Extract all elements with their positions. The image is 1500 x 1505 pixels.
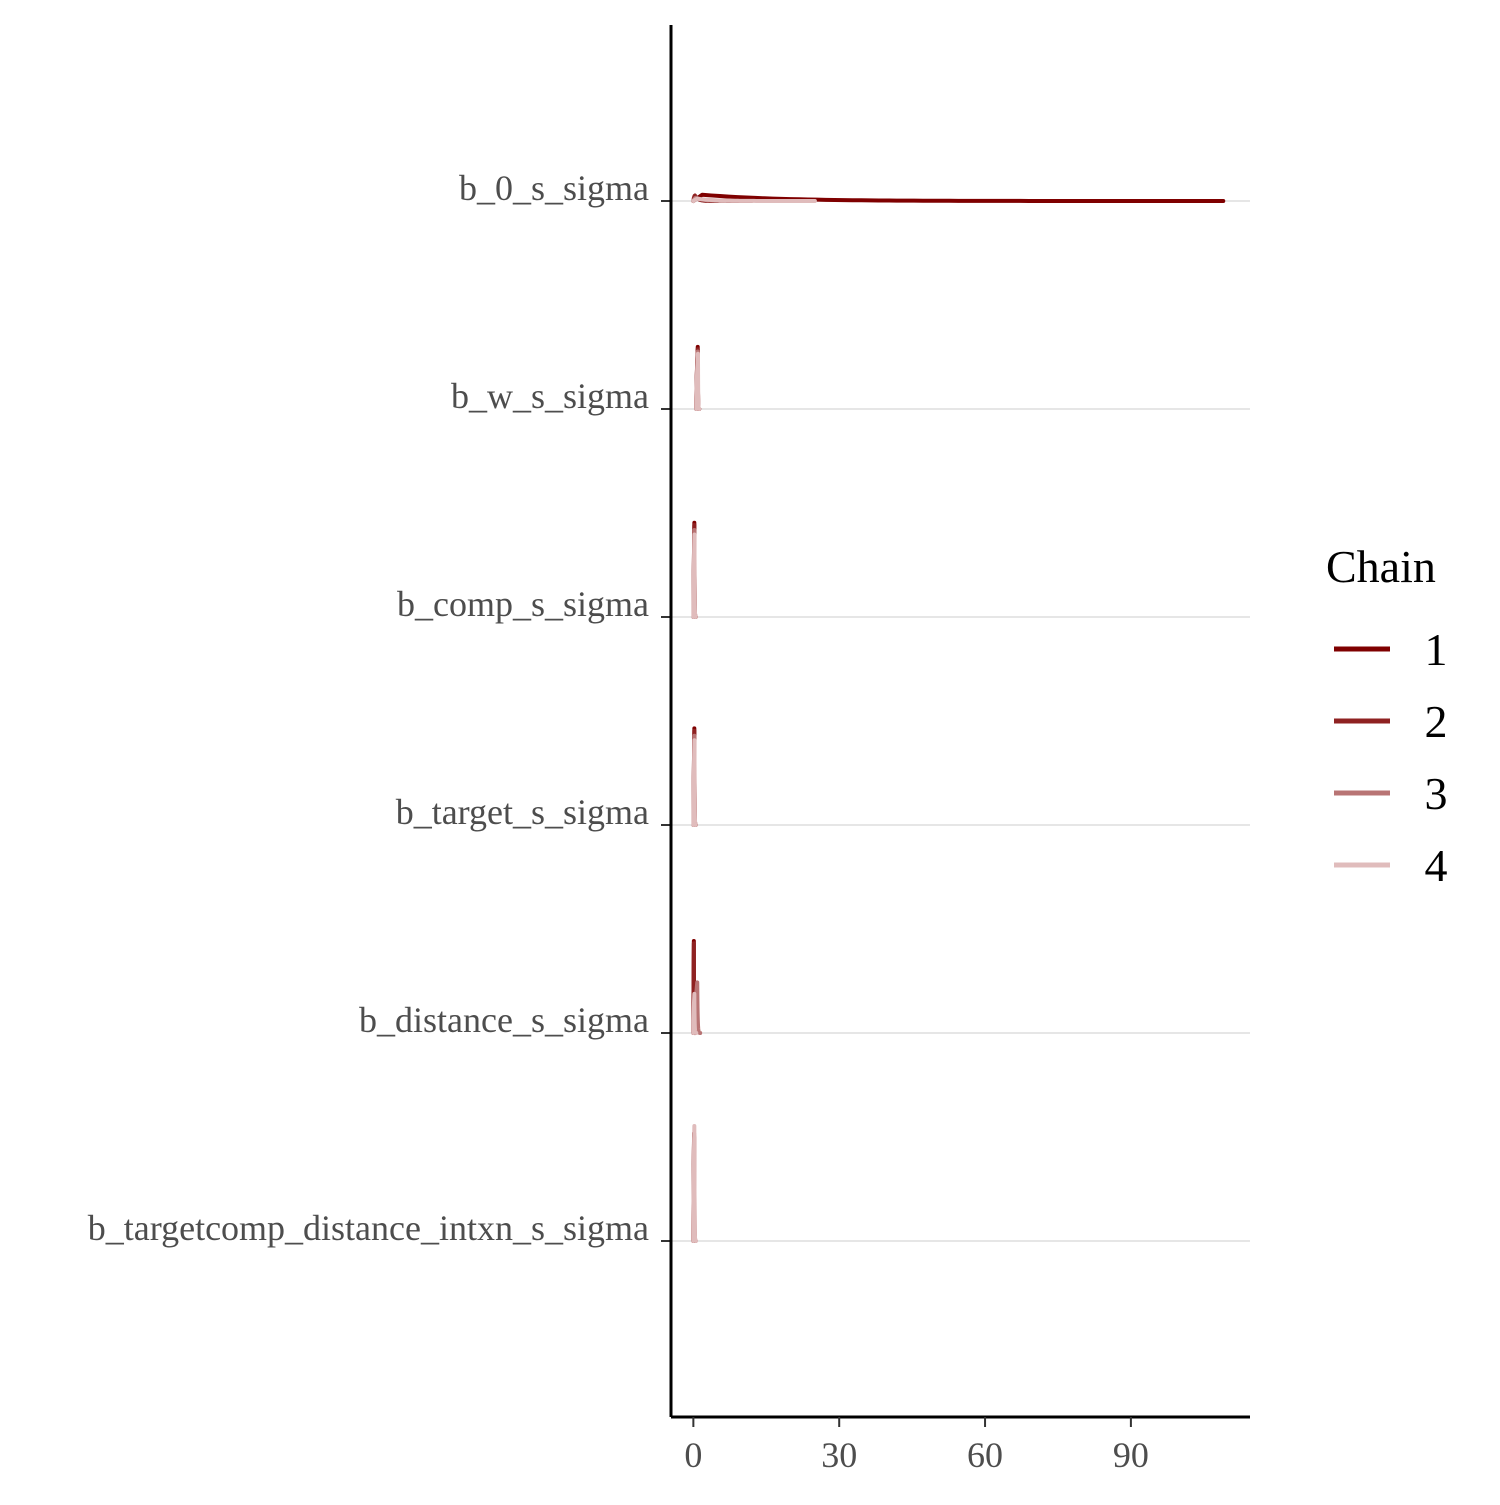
gridlines <box>671 200 1250 1242</box>
legend: Chain 1 2 3 4 <box>1326 541 1448 891</box>
ridge-b_comp_s_sigma-chain-4 <box>691 532 698 619</box>
ridge-b_w_s_sigma-chain-4 <box>694 351 702 411</box>
x-tick-label: 30 <box>821 1435 857 1475</box>
ridge-b_0_s_sigma-chain-4 <box>691 196 817 203</box>
y-tick-label: b_comp_s_sigma <box>397 584 649 624</box>
y-tick-labels: b_0_s_sigma b_w_s_sigma b_comp_s_sigma b_ta… <box>88 168 649 1248</box>
legend-title: Chain <box>1326 541 1436 592</box>
legend-item-chain-2: 2 <box>1334 696 1448 747</box>
density-ridges <box>691 192 1226 1243</box>
legend-item-chain-1: 1 <box>1334 624 1448 675</box>
x-tick-label: 60 <box>967 1435 1003 1475</box>
ridge-b_distance_s_sigma-chain-4 <box>691 991 699 1035</box>
legend-label: 1 <box>1425 624 1448 675</box>
y-tick-label: b_w_s_sigma <box>451 376 649 416</box>
y-tick-label: b_0_s_sigma <box>459 168 649 208</box>
ridge-b_target_s_sigma-chain-4 <box>691 738 698 827</box>
x-tick-label: 90 <box>1113 1435 1149 1475</box>
ridge-b_targetcomp_distance_intxn_s_sigma-chain-4 <box>691 1124 698 1243</box>
legend-label: 4 <box>1425 840 1448 891</box>
x-tick-label: 0 <box>684 1435 702 1475</box>
y-tick-label: b_target_s_sigma <box>396 792 649 832</box>
legend-label: 2 <box>1425 696 1448 747</box>
legend-label: 3 <box>1425 768 1448 819</box>
ridge-b_0_s_sigma-chain-1 <box>691 192 1226 203</box>
legend-item-chain-3: 3 <box>1334 768 1448 819</box>
legend-item-chain-4: 4 <box>1334 840 1448 891</box>
axes <box>661 25 1250 1427</box>
y-tick-label: b_targetcomp_distance_intxn_s_sigma <box>88 1208 649 1248</box>
y-tick-label: b_distance_s_sigma <box>359 1000 649 1040</box>
x-tick-labels: 0 30 60 90 <box>684 1435 1149 1475</box>
